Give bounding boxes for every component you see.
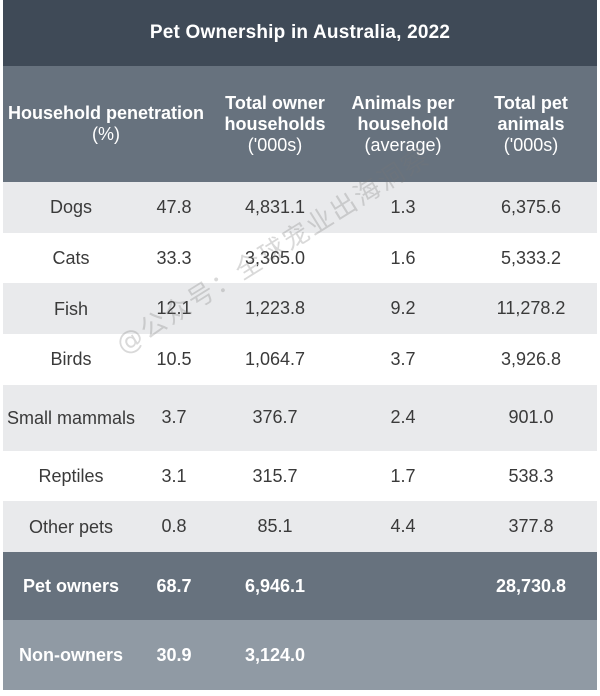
table-title: Pet Ownership in Australia, 2022 <box>3 0 597 66</box>
cell-penetration: 3.1 <box>161 465 187 486</box>
header-total-pet-animals-title: Total pet animals <box>494 92 568 134</box>
row-label: Small mammals <box>6 407 135 428</box>
cell-per-household: 2.4 <box>390 407 416 428</box>
table-row: Small mammals 3.7 376.7 2.4 901.0 <box>3 384 598 451</box>
cell-households: 85.1 <box>257 516 293 537</box>
header-row: Household penetration (%) Total owner ho… <box>3 66 598 182</box>
header-total-pet-animals: Total pet animals ('000s) <box>465 66 597 182</box>
cell-households: 1,223.8 <box>244 298 306 319</box>
cell-penetration: 10.5 <box>156 348 192 369</box>
cell-total-animals: 6,375.6 <box>500 196 562 217</box>
header-household-penetration-unit: (%) <box>92 124 120 144</box>
cell-households: 315.7 <box>252 465 298 486</box>
row-label: Birds <box>50 349 92 370</box>
pet-owners-row: Pet owners 68.7 6,946.1 28,730.8 <box>3 552 598 621</box>
cell-per-household: 9.2 <box>390 298 416 319</box>
row-label: Other pets <box>28 516 114 537</box>
table-row: Other pets 0.8 85.1 4.4 377.8 <box>3 501 598 553</box>
header-total-owner-households-unit: ('000s) <box>247 134 303 155</box>
cell-households: 1,064.7 <box>244 348 306 369</box>
cell-households: 376.7 <box>252 407 298 428</box>
cell-total-animals: 377.8 <box>508 516 554 537</box>
header-household-penetration-title: Household penetration <box>8 103 205 123</box>
cell-total-animals: 538.3 <box>508 465 554 486</box>
row-label: Dogs <box>49 197 93 218</box>
cell-penetration: 47.8 <box>156 196 192 217</box>
pet-ownership-table-container: Pet Ownership in Australia, 2022 Househo… <box>3 0 598 691</box>
table-body: Dogs 47.8 4,831.1 1.3 6,375.6 Cats 33.3 … <box>3 182 598 691</box>
header-animals-per-household: Animals per household (average) <box>341 66 465 182</box>
row-label: Cats <box>52 248 90 269</box>
table-row: Birds 10.5 1,064.7 3.7 3,926.8 <box>3 334 598 385</box>
cell-households: 4,831.1 <box>244 196 306 217</box>
cell-per-household: 1.7 <box>390 465 416 486</box>
cell-total-animals: 11,278.2 <box>496 298 566 319</box>
cell-per-household: 1.3 <box>390 196 416 217</box>
table-row: Cats 33.3 3,365.0 1.6 5,333.2 <box>3 232 598 284</box>
row-label: Fish <box>53 298 88 319</box>
cell-total-animals: 5,333.2 <box>500 247 562 268</box>
cell-total-animals: 901.0 <box>508 407 554 428</box>
header-total-owner-households-title: Total owner households <box>224 92 326 134</box>
header-animals-per-household-title: Animals per household <box>351 92 455 134</box>
table-row: Dogs 47.8 4,831.1 1.3 6,375.6 <box>3 182 598 233</box>
table-row: Fish 12.1 1,223.8 9.2 11,278.2 <box>3 283 598 335</box>
non-owners-row: Non-owners 30.9 3,124.0 <box>3 620 598 691</box>
non-owners-total-animals <box>465 620 597 690</box>
non-owners-label: Non-owners <box>18 645 123 666</box>
header-animals-per-household-unit: (average) <box>364 134 442 155</box>
header-total-owner-households: Total owner households ('000s) <box>209 66 341 182</box>
cell-per-household: 3.7 <box>390 348 416 369</box>
cell-penetration: 12.1 <box>156 298 192 319</box>
header-total-pet-animals-unit: ('000s) <box>503 134 559 155</box>
cell-total-animals: 3,926.8 <box>500 348 562 369</box>
pet-owners-households: 6,946.1 <box>244 575 306 596</box>
pet-owners-penetration: 68.7 <box>156 575 192 596</box>
cell-per-household: 1.6 <box>390 247 416 268</box>
pet-ownership-table: Household penetration (%) Total owner ho… <box>3 66 598 691</box>
table-header: Household penetration (%) Total owner ho… <box>3 66 598 182</box>
pet-owners-per-household <box>341 552 465 620</box>
pet-owners-total-animals: 28,730.8 <box>495 575 567 596</box>
non-owners-households: 3,124.0 <box>244 644 306 665</box>
non-owners-penetration: 30.9 <box>156 644 192 665</box>
header-household-penetration: Household penetration (%) <box>3 66 209 182</box>
pet-owners-label: Pet owners <box>22 576 120 597</box>
cell-penetration: 0.8 <box>161 516 187 537</box>
row-label: Reptiles <box>38 466 104 487</box>
cell-per-household: 4.4 <box>390 516 416 537</box>
cell-households: 3,365.0 <box>244 247 306 268</box>
table-row: Reptiles 3.1 315.7 1.7 538.3 <box>3 450 598 502</box>
cell-penetration: 3.7 <box>161 407 187 428</box>
non-owners-per-household <box>341 620 465 690</box>
cell-penetration: 33.3 <box>156 247 192 268</box>
